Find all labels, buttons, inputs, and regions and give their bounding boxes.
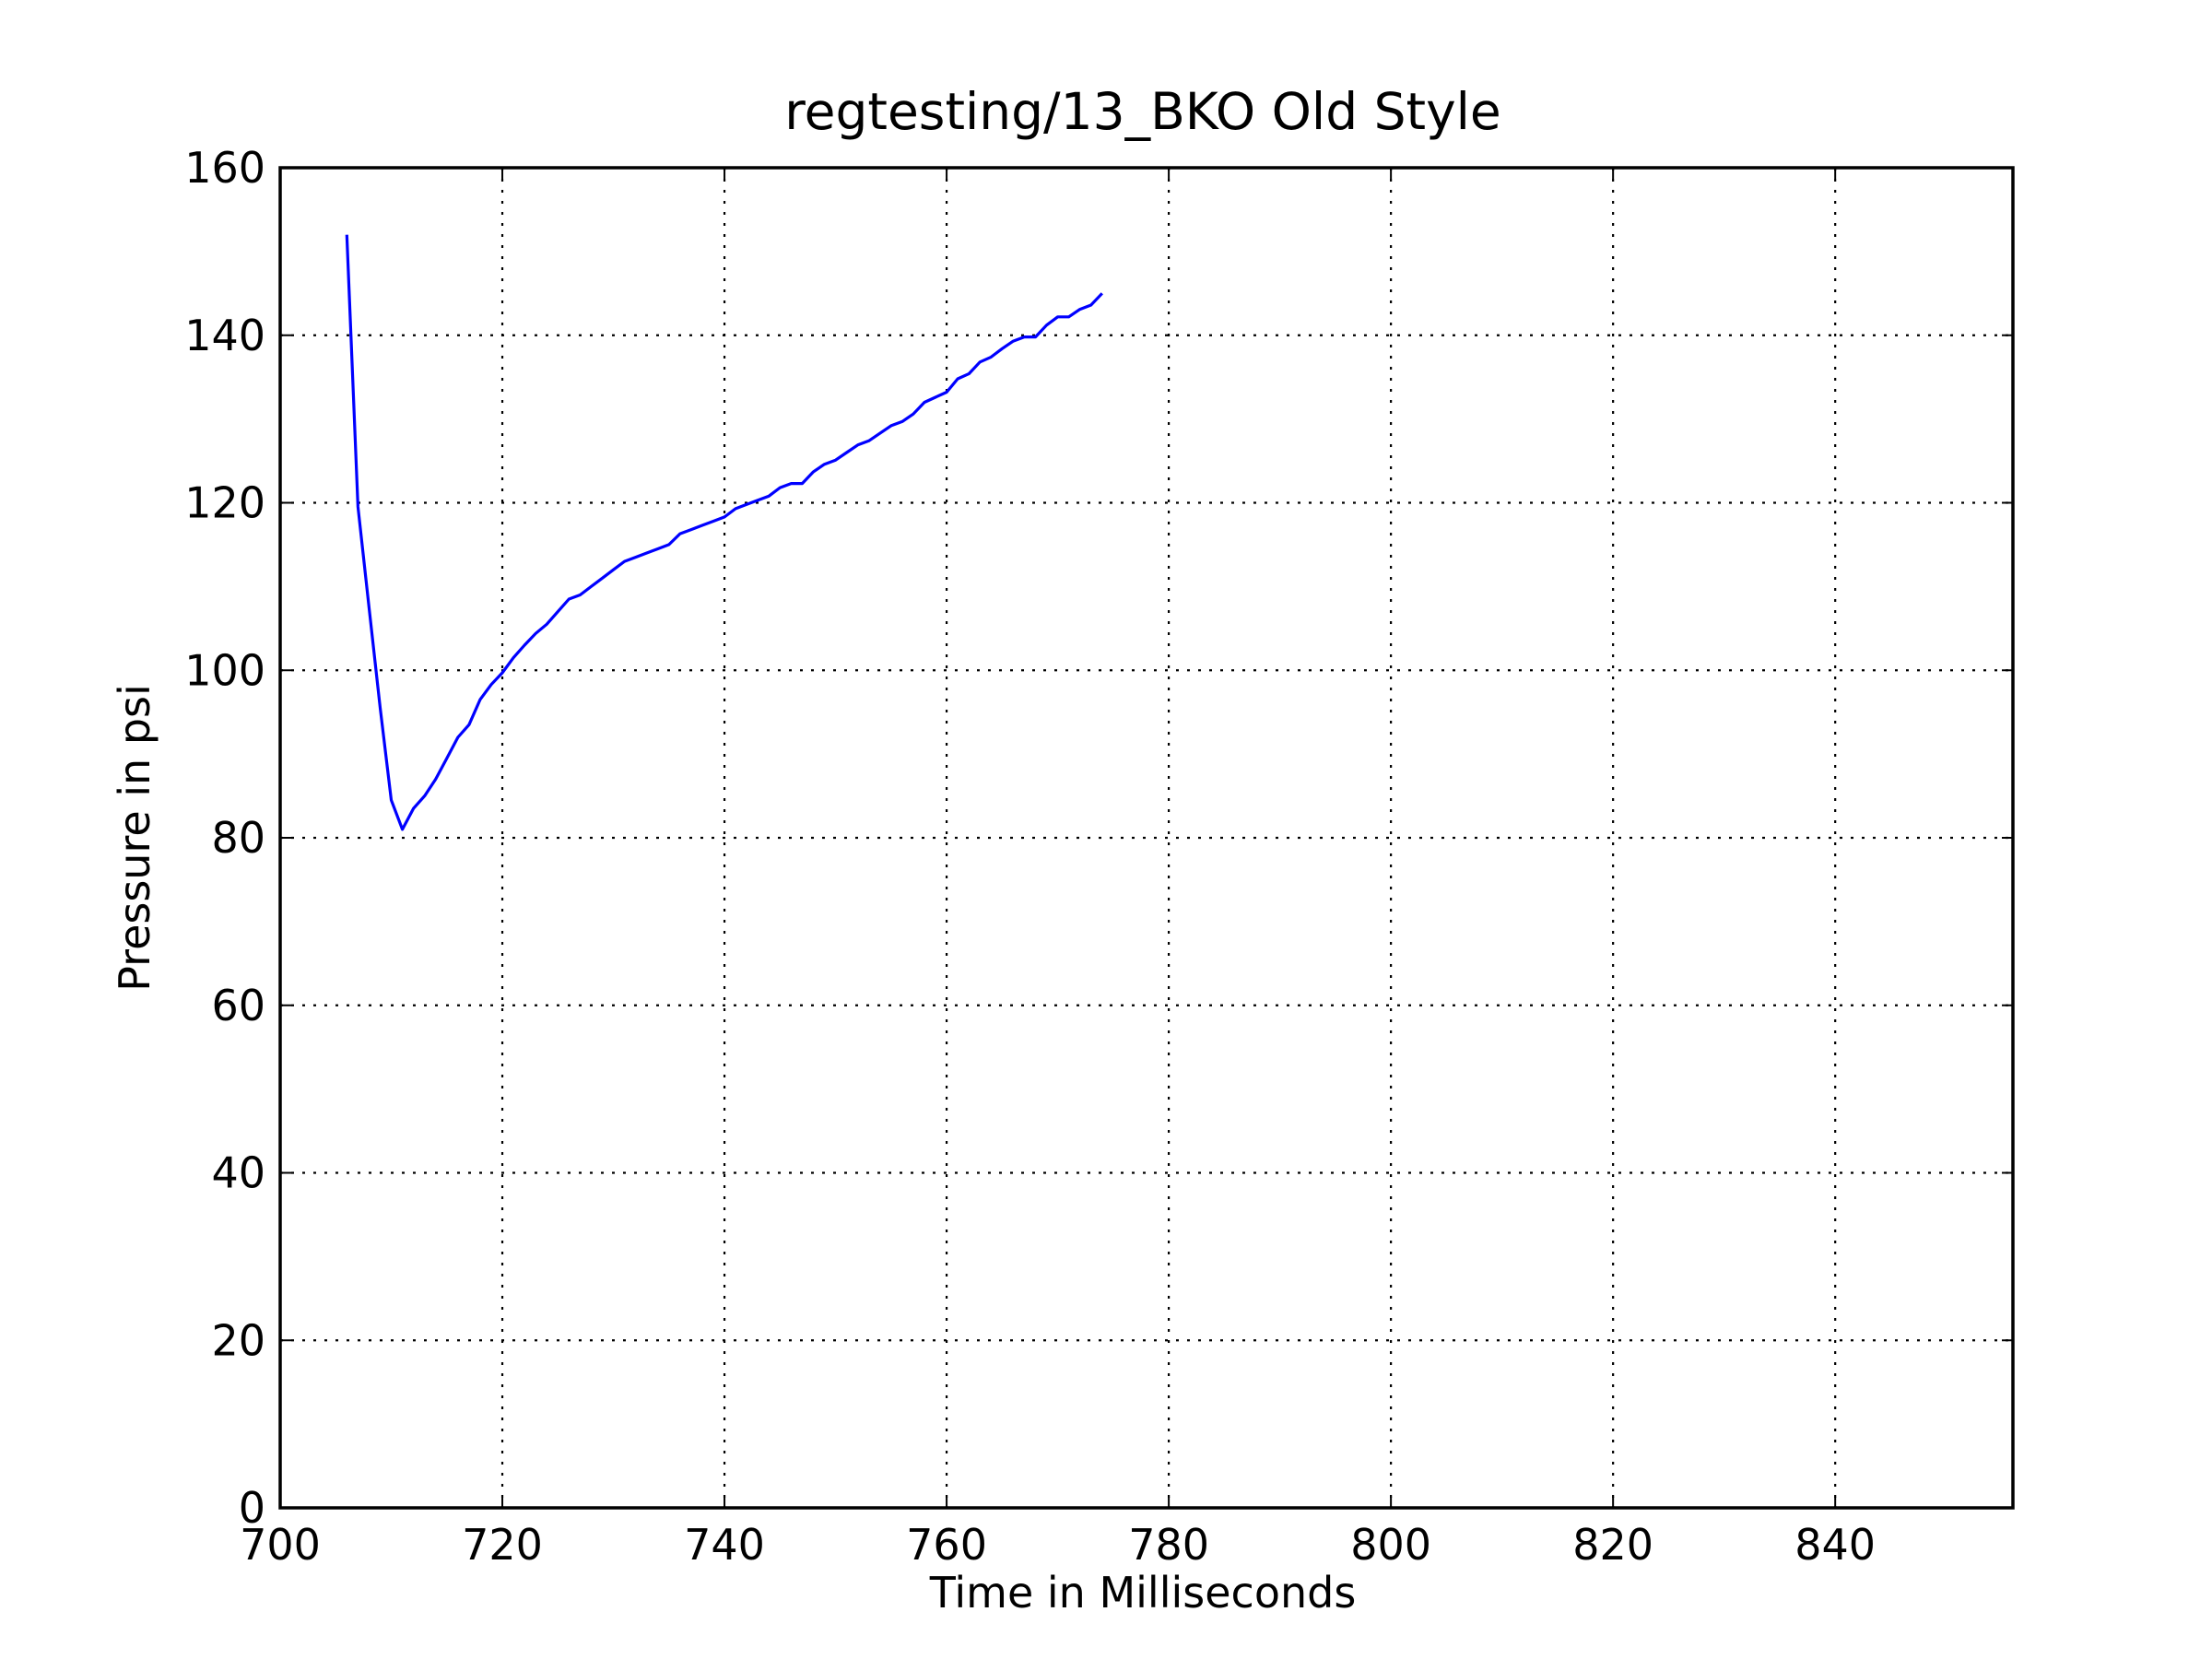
x-tick-label: 840 (1794, 1520, 1876, 1570)
y-axis-label: Pressure in psi (110, 684, 159, 992)
y-tick-label: 140 (184, 311, 265, 360)
x-tick-label: 720 (462, 1520, 543, 1570)
series-layer (345, 234, 1103, 831)
x-tick-label: 780 (1128, 1520, 1209, 1570)
x-axis-label: Time in Milliseconds (929, 1568, 1357, 1618)
chart-title: regtesting/13_BKO Old Style (784, 82, 1501, 141)
y-tick-label: 100 (184, 645, 265, 695)
y-tick-label: 0 (239, 1483, 265, 1533)
x-tick-label: 760 (906, 1520, 987, 1570)
y-tick-label: 60 (211, 981, 265, 1030)
x-tick-label: 800 (1350, 1520, 1431, 1570)
plot-frame (278, 166, 2015, 1510)
y-tick-labels: 0 20 40 60 80 100 120 140 160 (184, 143, 265, 1533)
x-tick-labels: 700 720 740 760 780 800 820 840 (240, 1520, 1876, 1570)
y-tick-label: 120 (184, 478, 265, 528)
y-tick-label: 20 (211, 1315, 265, 1365)
x-tick-label: 740 (684, 1520, 765, 1570)
y-tick-label: 40 (211, 1148, 265, 1198)
series-line (345, 234, 1103, 831)
y-tick-label: 80 (211, 813, 265, 863)
y-tick-label: 160 (184, 143, 265, 193)
x-tick-label: 700 (240, 1520, 321, 1570)
x-tick-label: 820 (1572, 1520, 1653, 1570)
